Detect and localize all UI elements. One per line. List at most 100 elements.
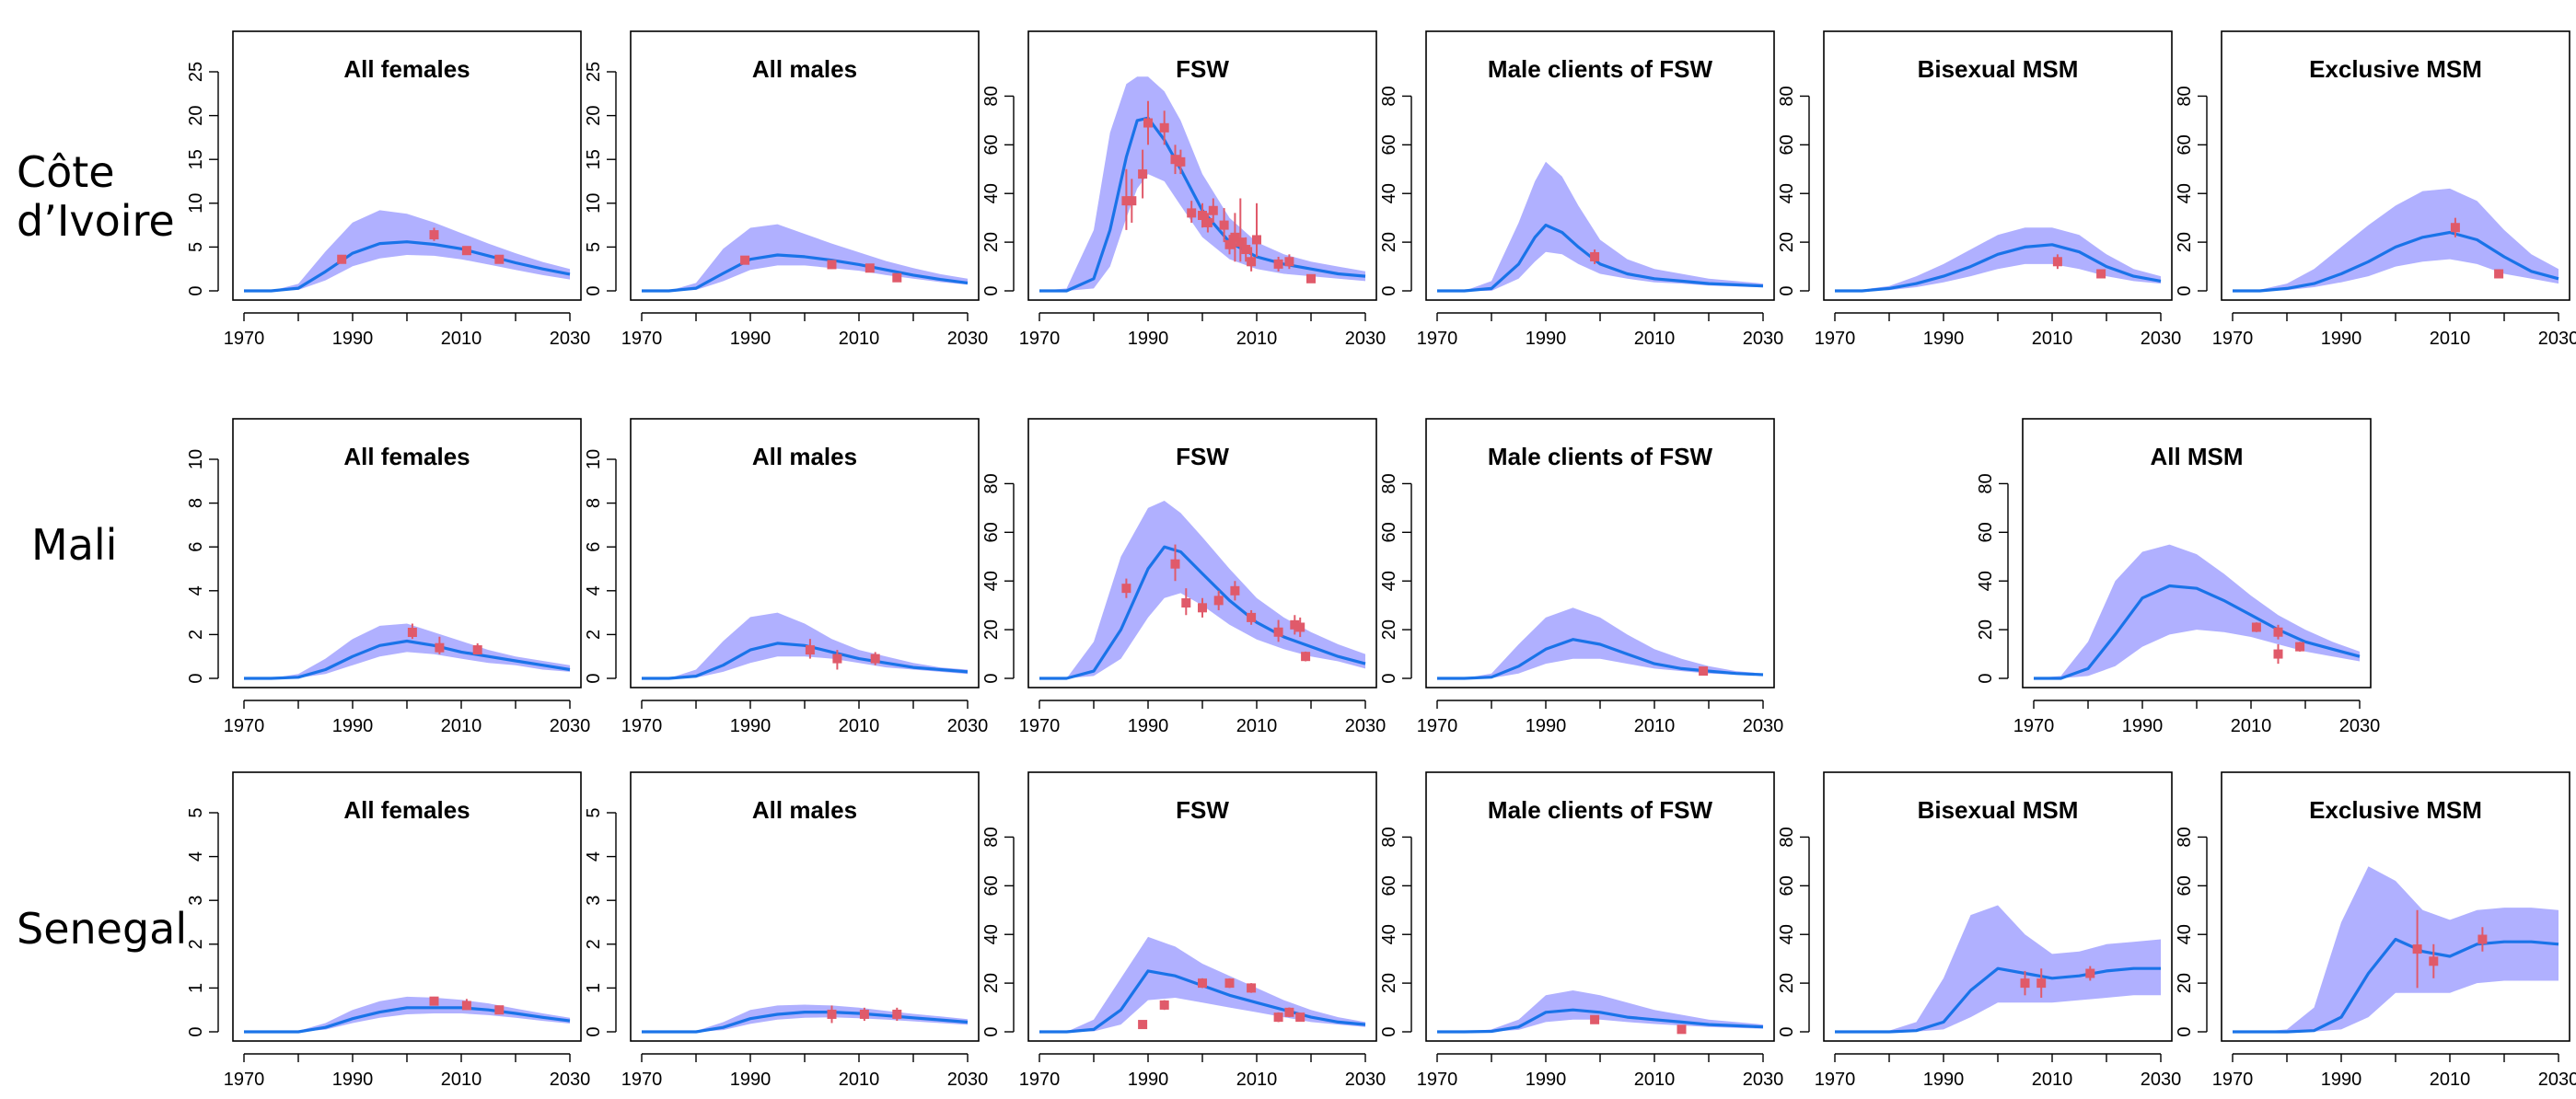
panel-frame — [232, 418, 582, 688]
x-tick-label: 1970 — [1417, 1070, 1458, 1090]
data-point — [1138, 1020, 1148, 1030]
panel-title: All females — [343, 796, 470, 824]
panel-frame — [1425, 418, 1775, 688]
y-tick-label: 8 — [584, 498, 604, 508]
data-point — [1121, 584, 1131, 594]
uncertainty-band — [2233, 866, 2559, 1032]
y-tick-label: 0 — [1379, 285, 1399, 295]
panel-frame — [2221, 771, 2570, 1042]
uncertainty-band — [244, 623, 570, 678]
x-tick-label: 1970 — [621, 716, 663, 736]
y-tick-label: 60 — [981, 134, 1002, 155]
median-line — [642, 642, 969, 680]
data-point — [2450, 223, 2460, 233]
x-tick-label: 1990 — [332, 1070, 374, 1090]
panel-sen-fsw: FSW 0 20 40 60 80 1970 1990 2010 2030 — [981, 771, 1386, 1090]
data-point — [1138, 169, 1148, 179]
y-tick-label: 60 — [1976, 522, 1996, 542]
data-point — [1241, 245, 1251, 255]
x-tick-label: 1990 — [1526, 329, 1567, 349]
panel-title: All MSM — [2150, 443, 2243, 470]
data-point — [337, 254, 347, 264]
x-tick-label: 1970 — [1019, 716, 1061, 736]
data-point — [1230, 585, 1240, 596]
data-point — [2429, 956, 2439, 966]
y-tick-label: 10 — [186, 449, 206, 469]
x-tick-label: 2030 — [2538, 329, 2576, 349]
y-tick-label: 80 — [2175, 827, 2195, 847]
country-label-senegal: Senegal — [17, 904, 187, 954]
x-tick-label: 2010 — [2231, 716, 2272, 736]
x-tick-label: 2010 — [2430, 1070, 2471, 1090]
y-tick-label: 0 — [584, 1026, 604, 1036]
data-point — [1284, 1007, 1294, 1017]
x-tick-label: 2030 — [2141, 1070, 2182, 1090]
y-tick-label: 25 — [584, 62, 604, 82]
y-tick-label: 5 — [584, 242, 604, 252]
x-tick-label: 2030 — [550, 1070, 591, 1090]
x-tick-label: 1970 — [1417, 329, 1458, 349]
x-tick-label: 1970 — [2212, 329, 2254, 349]
y-tick-label: 10 — [186, 193, 206, 214]
x-tick-label: 2030 — [2538, 1070, 2576, 1090]
panel-frame — [630, 771, 980, 1042]
median-line — [642, 1010, 969, 1034]
data-point — [2052, 257, 2062, 267]
panel-frame — [2022, 418, 2372, 688]
y-tick-label: 0 — [2175, 1026, 2195, 1036]
y-tick-label: 40 — [981, 183, 1002, 203]
x-tick-label: 2010 — [441, 329, 482, 349]
y-tick-label: 80 — [1379, 86, 1399, 106]
data-point — [1224, 239, 1235, 249]
x-tick-label: 1990 — [1923, 1070, 1965, 1090]
panel-sen-exclusive: Exclusive MSM 0 20 40 60 80 1970 1990 2010 2030 — [2175, 771, 2576, 1090]
y-tick-label: 60 — [981, 522, 1002, 542]
x-tick-label: 2010 — [2430, 329, 2471, 349]
data-point — [1284, 257, 1294, 267]
y-tick-label: 80 — [2175, 86, 2195, 106]
country-label-cote-divoire-line2: d’Ivoire — [17, 196, 175, 246]
y-tick-label: 20 — [1379, 232, 1399, 252]
panel-mali-females: All females 0 2 4 6 8 10 1970 1990 2010 2030 — [186, 418, 590, 736]
y-tick-label: 60 — [2175, 875, 2195, 896]
y-tick-label: 60 — [1379, 134, 1399, 155]
y-tick-label: 80 — [1976, 473, 1996, 493]
y-tick-label: 40 — [1379, 183, 1399, 203]
x-tick-label: 1990 — [1128, 329, 1169, 349]
panel-mali-msm: All MSM 0 20 40 60 80 1970 1990 2010 2030 — [1976, 418, 2380, 736]
x-tick-label: 1970 — [224, 716, 265, 736]
uncertainty-band — [2034, 544, 2360, 678]
data-point — [827, 1009, 837, 1019]
median-line — [1039, 116, 1366, 293]
panel-sen-bisexual: Bisexual MSM 0 20 40 60 80 1970 1990 2010 2030 — [1777, 771, 2182, 1090]
y-tick-label: 1 — [186, 983, 206, 993]
median-line — [2233, 937, 2559, 1034]
x-tick-label: 1990 — [1526, 1070, 1567, 1090]
x-tick-label: 1970 — [1815, 1070, 1856, 1090]
data-point — [435, 642, 445, 653]
panel-ci-exclusive: Exclusive MSM 0 20 40 60 80 1970 1990 2010 2030 — [2175, 30, 2576, 349]
median-line — [1835, 966, 2161, 1034]
y-tick-label: 20 — [1777, 232, 1797, 252]
x-tick-label: 1970 — [2212, 1070, 2254, 1090]
y-tick-label: 40 — [981, 571, 1002, 591]
y-tick-label: 20 — [981, 973, 1002, 993]
panel-sen-females: All females 0 1 2 3 4 5 1970 1990 2010 2030 — [186, 771, 591, 1090]
data-point — [2251, 622, 2261, 632]
data-point — [805, 645, 815, 655]
uncertainty-band — [244, 210, 570, 291]
y-tick-label: 15 — [186, 149, 206, 169]
x-tick-label: 1970 — [1019, 1070, 1061, 1090]
country-labels: Côte d’Ivoire Mali Senegal — [17, 147, 187, 954]
x-tick-label: 1990 — [332, 716, 374, 736]
data-point — [2273, 627, 2283, 637]
x-tick-label: 1990 — [730, 716, 772, 736]
x-tick-label: 1990 — [1923, 329, 1965, 349]
data-point — [2273, 649, 2283, 659]
y-tick-label: 40 — [2175, 924, 2195, 944]
data-point — [1590, 251, 1600, 261]
x-tick-label: 1970 — [2013, 716, 2055, 736]
data-point — [1295, 1012, 1305, 1023]
panel-ci-females: All females 0 5 10 15 20 25 1970 1990 2010 2030 — [186, 30, 590, 349]
y-tick-label: 1 — [584, 983, 604, 993]
